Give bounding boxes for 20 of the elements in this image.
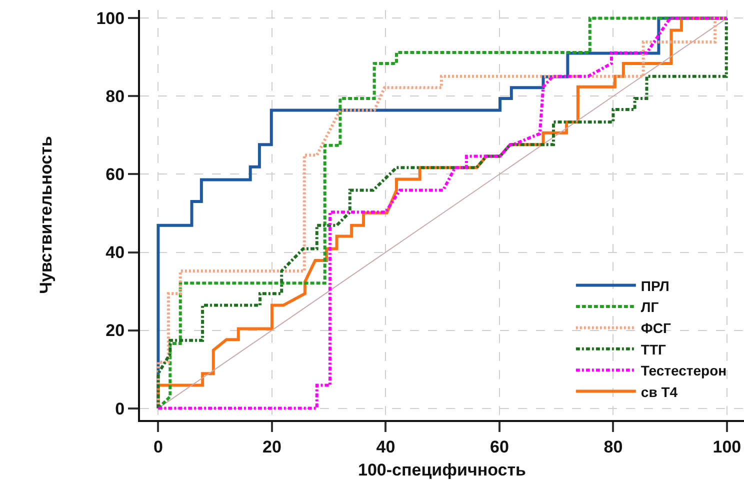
legend-label: Тестестерон	[640, 362, 727, 379]
x-tick-label: 80	[604, 437, 623, 456]
x-tick-label: 100	[712, 437, 742, 456]
legend-label: ЛГ	[640, 298, 659, 315]
y-axis-title: Чувствительность	[36, 136, 56, 294]
y-tick-label: 60	[106, 165, 125, 184]
x-tick-label: 60	[490, 437, 509, 456]
y-tick-label: 100	[96, 9, 125, 28]
x-tick-label: 20	[262, 437, 282, 456]
legend-label: св Т4	[640, 384, 678, 400]
y-tick-label: 80	[106, 87, 125, 106]
x-tick-label: 0	[153, 437, 163, 456]
y-tick-label: 40	[106, 243, 125, 262]
legend-label: ТТГ	[640, 341, 666, 358]
y-tick-label: 0	[115, 399, 125, 418]
legend-label: ФСГ	[640, 320, 671, 336]
legend-label: ПРЛ	[640, 278, 670, 294]
x-axis-title: 100-специфичность	[358, 460, 526, 480]
x-tick-label: 40	[376, 437, 396, 456]
y-tick-label: 20	[106, 321, 125, 340]
